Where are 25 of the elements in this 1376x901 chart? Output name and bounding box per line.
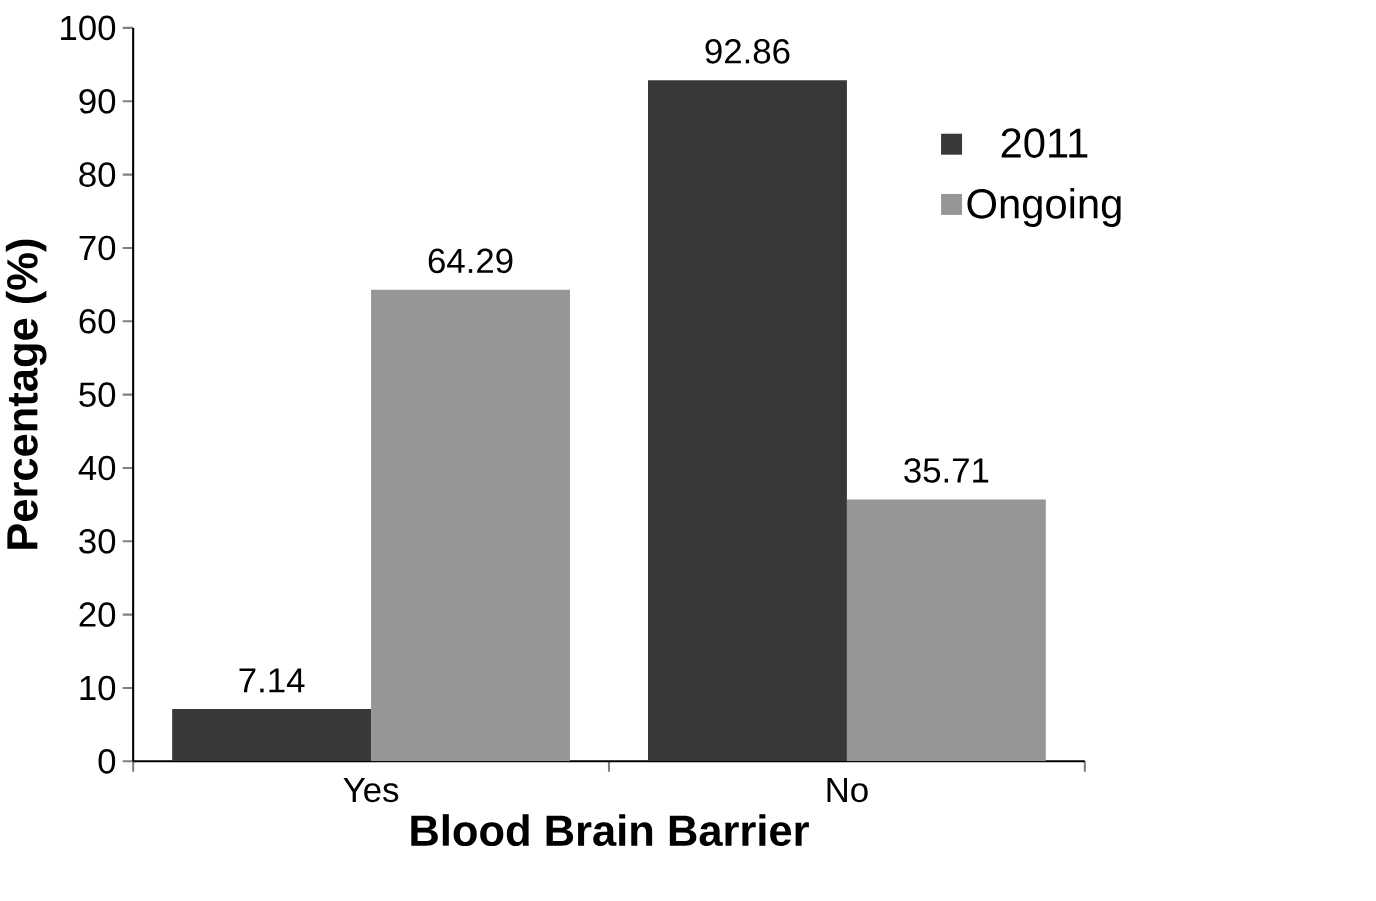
- data-label: 92.86: [705, 39, 790, 64]
- y-tick-label: 90: [79, 88, 116, 114]
- y-tick-label: 40: [78, 455, 116, 481]
- x-axis-title: Blood Brain Barrier: [411, 814, 809, 847]
- legend-label: Ongoing: [967, 187, 1121, 227]
- y-tick-label: 50: [79, 382, 116, 407]
- y-tick-label: 60: [79, 308, 116, 334]
- data-label: 64.29: [428, 248, 513, 274]
- bar: [648, 80, 847, 762]
- data-label: 7.14: [239, 668, 305, 693]
- x-tick-label: No: [827, 777, 868, 803]
- x-tick-label: Yes: [343, 777, 399, 803]
- bar: [371, 289, 570, 762]
- legend-label: 2011: [1001, 128, 1088, 158]
- y-tick-label: 20: [79, 602, 116, 627]
- data-label: 35.71: [904, 458, 989, 483]
- y-tick-label: 70: [79, 235, 116, 261]
- bar: [846, 499, 1046, 762]
- bar: [172, 708, 372, 762]
- y-axis-title: Percentage (%): [5, 239, 47, 549]
- y-tick-label: 100: [61, 15, 116, 41]
- y-tick-label: 80: [79, 162, 116, 187]
- y-tick-label: 30: [79, 528, 116, 554]
- y-tick-label: 10: [80, 675, 116, 701]
- y-tick-label: 0: [98, 749, 116, 774]
